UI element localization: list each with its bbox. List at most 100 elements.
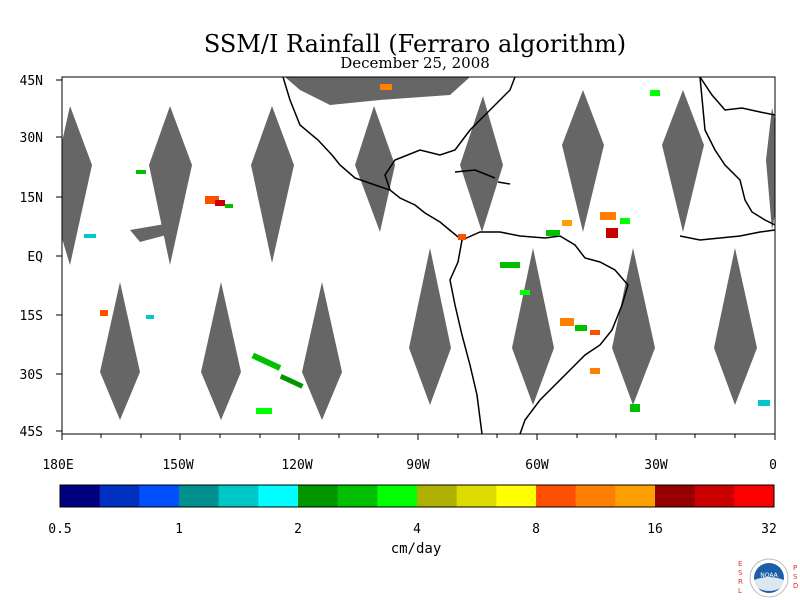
noaa-esrl-psd-logo: E S R L P S D NOAA [738, 558, 798, 598]
lon-label: 90W [406, 458, 430, 473]
colorbar-swatch [456, 485, 497, 507]
rain-cell [562, 220, 572, 226]
colorbar-swatch [139, 485, 180, 507]
swath-gap [460, 96, 503, 232]
swath-gap [251, 106, 294, 263]
logo-letter: E [738, 560, 742, 568]
logo-letter: L [738, 587, 742, 595]
rain-cell [500, 262, 520, 268]
rain-cell [225, 204, 233, 208]
swath-gap [149, 106, 192, 265]
rain-cell [606, 228, 618, 238]
colorbar-swatch [734, 485, 775, 507]
lat-label: 45N [20, 74, 43, 89]
gulf-coast [384, 77, 516, 191]
colorbar-swatch [694, 485, 735, 507]
colorbar-swatch [615, 485, 656, 507]
colorbar-swatch [417, 485, 458, 507]
rain-cell [136, 170, 146, 174]
rain-cell [100, 310, 108, 316]
colorbar-tick: 4 [413, 522, 421, 537]
lat-label: EQ [27, 250, 43, 265]
rain-cell [215, 200, 225, 206]
colorbar [60, 485, 775, 507]
lon-label: 120W [281, 458, 312, 473]
colorbar-tick: 32 [761, 522, 777, 537]
colorbar-frame [59, 484, 775, 508]
lon-label: 30W [644, 458, 668, 473]
colorbar-swatch [298, 485, 339, 507]
lat-label: 30S [20, 368, 43, 383]
swath-gap [714, 248, 757, 405]
swath-gap [100, 282, 140, 420]
map-panel [62, 77, 775, 434]
swath-gap [766, 108, 775, 230]
colorbar-swatch [496, 485, 537, 507]
south-america-east [461, 231, 629, 434]
missing-data-swaths [62, 77, 775, 420]
swath-gap [201, 282, 241, 420]
swath-gap [409, 248, 451, 405]
logo-letter: P [793, 564, 797, 572]
rain-cell [600, 212, 616, 220]
swath-gap [130, 224, 170, 242]
gulf-of-guinea [679, 229, 775, 241]
lat-label: 15S [20, 309, 43, 324]
rain-cell [620, 218, 630, 224]
rain-cell [380, 84, 392, 90]
rain-cell [590, 330, 600, 335]
lat-label: 30N [20, 131, 43, 146]
rain-cell [575, 325, 587, 331]
swath-gap [662, 90, 704, 232]
colorbar-swatch [536, 485, 577, 507]
rain-cell [458, 234, 466, 240]
rain-cell [146, 315, 154, 319]
colorbar-tick-labels: 0.5 1 2 4 8 16 32 [48, 522, 777, 537]
colorbar-tick: 16 [647, 522, 663, 537]
rain-cell [546, 230, 560, 236]
swath-gap [62, 106, 92, 265]
coastlines [282, 77, 775, 434]
colorbar-swatch [218, 485, 259, 507]
colorbar-swatch [377, 485, 418, 507]
colorbar-tick: 0.5 [48, 522, 71, 537]
chart-title: SSM/I Rainfall (Ferraro algorithm) [203, 30, 627, 58]
colorbar-swatch [337, 485, 378, 507]
colorbar-tick: 8 [532, 522, 540, 537]
lon-label: 150W [162, 458, 193, 473]
colorbar-swatch [179, 485, 220, 507]
colorbar-swatch [99, 485, 140, 507]
swath-gap [562, 90, 604, 232]
swath-gap [355, 106, 395, 232]
lon-label: 0 [769, 458, 777, 473]
swath-gap [612, 248, 655, 405]
logo-letter: S [793, 573, 798, 581]
rain-cells [84, 84, 770, 414]
lon-label: 180E [42, 458, 73, 473]
logo-letter: R [738, 578, 743, 586]
chart-date: December 25, 2008 [340, 54, 490, 72]
logo-badge-text: NOAA [760, 572, 778, 579]
logo-letter: D [793, 582, 798, 590]
colorbar-unit: cm/day [391, 541, 442, 557]
swath-gap [285, 77, 470, 105]
rain-cell [520, 290, 530, 295]
rain-cell [279, 373, 304, 389]
colorbar-swatch [258, 485, 299, 507]
rain-cell [650, 90, 660, 96]
lat-label: 15N [20, 191, 43, 206]
colorbar-swatch [60, 485, 101, 507]
rain-cell [205, 196, 219, 204]
rain-cell [758, 400, 770, 406]
caribbean-islands [454, 169, 511, 185]
swath-gap [512, 248, 554, 405]
colorbar-tick: 1 [175, 522, 183, 537]
rain-cell [590, 368, 600, 374]
rain-cell [630, 404, 640, 412]
rain-cell [256, 408, 272, 414]
swath-gap [302, 282, 342, 420]
colorbar-swatch [655, 485, 696, 507]
rain-cell [84, 234, 96, 238]
lon-label: 60W [525, 458, 549, 473]
